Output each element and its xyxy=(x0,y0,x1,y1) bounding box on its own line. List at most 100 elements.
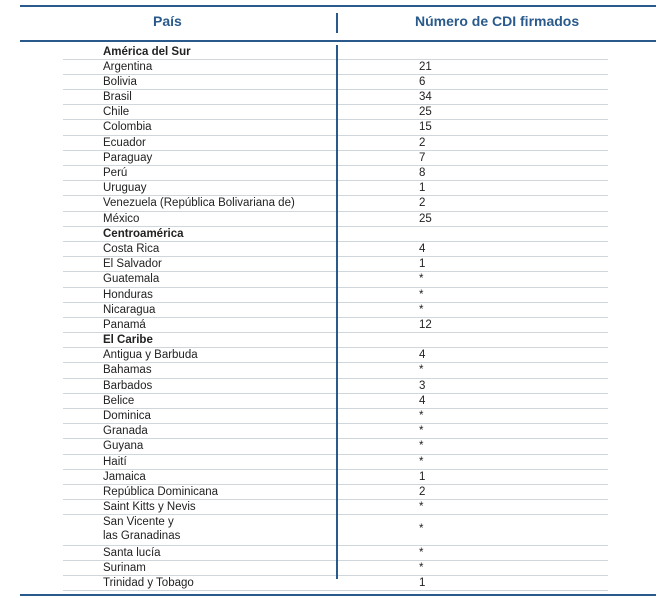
count-cell: * xyxy=(419,410,424,422)
count-cell: 1 xyxy=(419,470,426,483)
table-row: Santa lucía * xyxy=(63,546,608,561)
country-cell: El Caribe xyxy=(103,334,153,347)
table-row: Granada * xyxy=(63,424,608,440)
table-row: Costa Rica 4 xyxy=(63,242,608,258)
count-cell: * xyxy=(419,273,424,286)
count-cell: * xyxy=(419,455,424,468)
country-cell: Centroamérica xyxy=(103,227,184,240)
count-cell: * xyxy=(419,440,424,453)
count-cell: 3 xyxy=(419,379,426,392)
table-row: San Vicente y las Granadinas * xyxy=(63,515,608,546)
column-header-country: País xyxy=(153,13,182,29)
country-cell: Venezuela (República Bolivariana de) xyxy=(103,197,295,210)
count-cell: 4 xyxy=(419,242,426,255)
table-row: México 25 xyxy=(63,212,608,227)
table-top-rule xyxy=(20,5,656,7)
count-cell: 12 xyxy=(419,318,432,331)
country-cell: Jamaica xyxy=(103,470,146,483)
table-row: Paraguay 7 xyxy=(63,151,608,166)
table-row: Trinidad y Tobago 1 xyxy=(63,576,608,592)
count-cell: * xyxy=(419,501,424,514)
count-cell: 25 xyxy=(419,212,432,225)
count-cell: * xyxy=(419,425,424,438)
table-row: El Salvador 1 xyxy=(63,257,608,273)
table-row: Guyana * xyxy=(63,439,608,455)
count-cell: * xyxy=(419,288,424,301)
table-row: Bahamas * xyxy=(63,363,608,379)
country-cell: República Dominicana xyxy=(103,485,219,498)
country-cell: Haití xyxy=(103,455,127,468)
country-cell: México xyxy=(103,212,140,225)
country-cell: Barbados xyxy=(103,379,153,392)
region-header-row: Centroamérica xyxy=(63,227,608,242)
column-header-count: Número de CDI firmados xyxy=(415,13,580,29)
country-cell: Saint Kitts y Nevis xyxy=(103,501,196,514)
table-row: Honduras * xyxy=(63,288,608,303)
table-row: Chile 25 xyxy=(63,105,608,121)
country-cell: Guatemala xyxy=(103,273,160,286)
country-cell: Brasil xyxy=(103,91,132,104)
country-cell: Costa Rica xyxy=(103,242,160,255)
table-row: Bolivia 6 xyxy=(63,75,608,91)
country-cell: Trinidad y Tobago xyxy=(103,577,194,590)
count-cell: 34 xyxy=(419,91,432,104)
count-cell: * xyxy=(419,561,424,574)
country-cell: Perú xyxy=(103,167,128,179)
table-bottom-rule xyxy=(20,594,656,596)
country-cell: Paraguay xyxy=(103,151,153,164)
count-cell: 15 xyxy=(419,121,432,134)
table-row: Panamá 12 xyxy=(63,318,608,334)
table-row: Nicaragua * xyxy=(63,303,608,318)
count-cell: * xyxy=(419,523,424,536)
count-cell: * xyxy=(419,546,424,559)
table-row: Guatemala * xyxy=(63,272,608,288)
table-row: Barbados 3 xyxy=(63,379,608,394)
country-cell: Dominica xyxy=(103,410,151,422)
count-cell: 4 xyxy=(419,349,426,362)
count-cell: * xyxy=(419,303,424,316)
table-row: Argentina 21 xyxy=(63,60,608,75)
count-cell: 2 xyxy=(419,197,426,210)
country-cell: Bolivia xyxy=(103,75,137,88)
count-cell: 6 xyxy=(419,75,426,88)
table-row: Ecuador 2 xyxy=(63,136,608,151)
table-row: Surinam * xyxy=(63,561,608,577)
country-cell: Argentina xyxy=(103,60,153,73)
table-row: Haití * xyxy=(63,455,608,470)
table-row: Perú 8 xyxy=(63,166,608,182)
table-row: República Dominicana 2 xyxy=(63,485,608,501)
country-cell: El Salvador xyxy=(103,258,162,271)
count-cell: 25 xyxy=(419,106,432,119)
country-cell: Surinam xyxy=(103,561,146,574)
table-row: Jamaica 1 xyxy=(63,470,608,485)
table-row: Belice 4 xyxy=(63,394,608,409)
country-cell: Bahamas xyxy=(103,364,152,377)
country-cell: Panamá xyxy=(103,318,146,331)
count-cell: 2 xyxy=(419,485,426,498)
country-cell: Colombia xyxy=(103,121,152,134)
count-cell: * xyxy=(419,364,424,377)
table-row: Dominica * xyxy=(63,409,608,425)
region-header-row: América del Sur xyxy=(63,45,608,60)
column-divider xyxy=(336,45,338,579)
country-cell: Ecuador xyxy=(103,136,146,149)
count-cell: 2 xyxy=(419,136,426,149)
table-body: América del Sur Argentina 21 Bolivia 6 Brasil… xyxy=(63,45,608,592)
country-cell: Honduras xyxy=(103,288,153,301)
header-rule xyxy=(20,40,656,42)
table-row: Saint Kitts y Nevis * xyxy=(63,500,608,516)
table-row: Colombia 15 xyxy=(63,120,608,136)
country-cell: América del Sur xyxy=(103,45,191,58)
count-cell: 4 xyxy=(419,394,426,407)
country-cell: San Vicente y las Granadinas xyxy=(103,516,181,542)
count-cell: 1 xyxy=(419,577,426,590)
country-cell: Antigua y Barbuda xyxy=(103,349,198,362)
table-row: Brasil 34 xyxy=(63,90,608,106)
country-cell: Uruguay xyxy=(103,182,147,195)
country-cell: Santa lucía xyxy=(103,546,161,559)
table-row: Venezuela (República Bolivariana de) 2 xyxy=(63,196,608,212)
header-divider xyxy=(336,13,338,33)
count-cell: 21 xyxy=(419,60,432,73)
count-cell: 1 xyxy=(419,258,426,271)
country-cell: Nicaragua xyxy=(103,303,156,316)
